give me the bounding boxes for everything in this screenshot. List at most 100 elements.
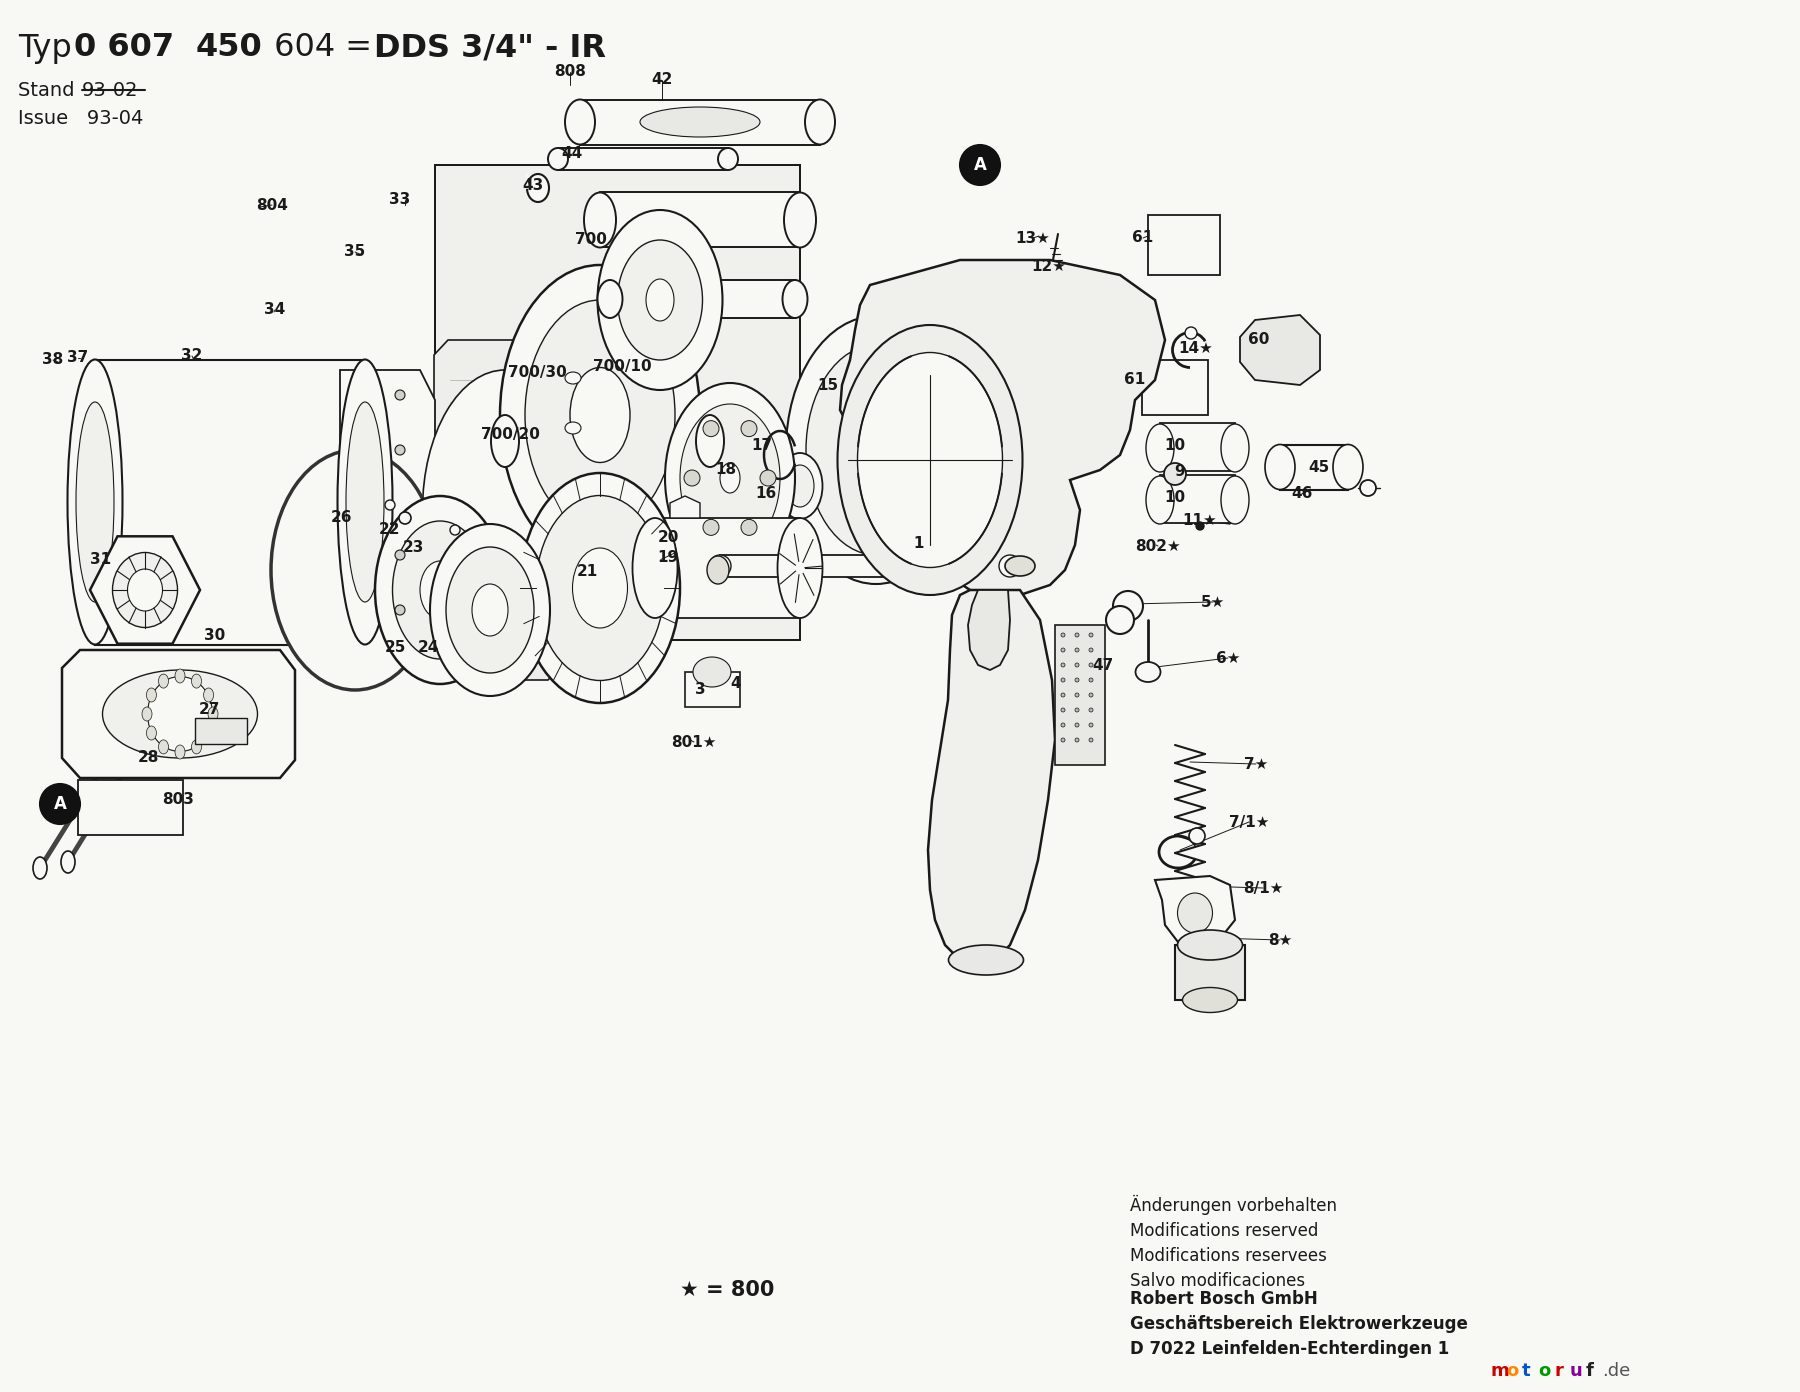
Text: 23: 23 [403,540,423,555]
Ellipse shape [175,670,185,683]
Ellipse shape [209,707,218,721]
Text: 808: 808 [554,64,587,79]
Ellipse shape [146,727,157,741]
Text: 7★: 7★ [1244,756,1269,771]
Ellipse shape [565,99,596,145]
Ellipse shape [103,670,257,759]
Bar [77,780,184,835]
Ellipse shape [598,280,623,317]
Ellipse shape [1075,678,1078,682]
Ellipse shape [1075,738,1078,742]
Bar [558,148,727,170]
Text: 9: 9 [1175,465,1186,479]
Ellipse shape [787,465,814,507]
Ellipse shape [1183,987,1238,1012]
Ellipse shape [450,525,461,535]
Text: u: u [1570,1361,1582,1379]
Ellipse shape [565,422,581,434]
Ellipse shape [693,657,731,688]
Ellipse shape [949,945,1024,974]
Ellipse shape [720,464,740,493]
Ellipse shape [394,550,405,560]
Text: 11★: 11★ [1183,512,1217,528]
Ellipse shape [1195,522,1204,530]
Text: 33: 33 [389,192,410,207]
Text: 24: 24 [418,640,439,656]
Polygon shape [1240,315,1319,386]
Text: 46: 46 [1291,486,1312,501]
Ellipse shape [697,415,724,466]
Text: 31: 31 [90,553,112,568]
Ellipse shape [1190,828,1204,844]
Ellipse shape [394,445,405,455]
Ellipse shape [394,390,405,400]
Ellipse shape [128,569,162,611]
Text: t: t [1523,1361,1530,1379]
Bar [599,192,799,246]
Bar [686,672,740,707]
Bar [1280,445,1348,490]
Text: 43: 43 [522,178,544,192]
Text: .de: .de [1602,1361,1631,1379]
Bar [563,379,583,427]
Ellipse shape [565,372,581,384]
Ellipse shape [491,415,518,466]
Text: 0 607: 0 607 [74,32,185,64]
Ellipse shape [1075,649,1078,651]
Text: o: o [1507,1361,1517,1379]
Ellipse shape [1060,663,1066,667]
Text: Robert Bosch GmbH
Geschäftsbereich Elektrowerkzeuge
D 7022 Leinfelden-Echterding: Robert Bosch GmbH Geschäftsbereich Elekt… [1130,1290,1467,1359]
Ellipse shape [718,148,738,170]
Ellipse shape [1060,633,1066,638]
Ellipse shape [1089,722,1093,727]
Text: 20: 20 [657,530,679,546]
Text: r: r [1553,1361,1562,1379]
Text: 93-02: 93-02 [83,81,139,99]
Text: 10: 10 [1165,490,1186,505]
Ellipse shape [787,316,967,585]
Bar [1141,361,1208,415]
Text: 32: 32 [182,348,203,363]
Ellipse shape [1089,649,1093,651]
Text: 37: 37 [67,351,88,366]
Bar [95,361,365,644]
Ellipse shape [851,412,902,487]
Text: 4: 4 [731,677,742,692]
Text: 17: 17 [751,438,772,454]
Ellipse shape [272,450,439,690]
Ellipse shape [112,553,178,628]
Ellipse shape [1136,663,1161,682]
Ellipse shape [999,555,1021,578]
Ellipse shape [1334,444,1363,490]
Ellipse shape [203,688,214,702]
Ellipse shape [68,359,122,644]
Ellipse shape [520,473,680,703]
Bar [194,718,247,743]
Polygon shape [929,590,1055,965]
Ellipse shape [191,674,202,688]
Ellipse shape [1220,476,1249,523]
Ellipse shape [446,547,535,672]
Ellipse shape [805,99,835,145]
Ellipse shape [1361,480,1375,496]
Ellipse shape [1105,606,1134,633]
Ellipse shape [704,519,718,536]
Ellipse shape [1060,738,1066,742]
Text: 10: 10 [1165,438,1186,454]
Text: 450: 450 [196,32,263,64]
Ellipse shape [1075,693,1078,697]
Ellipse shape [148,677,212,752]
Bar [1159,423,1235,470]
Ellipse shape [1089,663,1093,667]
Circle shape [959,145,1001,185]
Ellipse shape [572,548,628,628]
Text: A: A [974,156,986,174]
Ellipse shape [742,420,758,437]
Text: 27: 27 [198,703,220,717]
Text: 15: 15 [817,377,839,393]
Text: Stand: Stand [18,81,81,99]
Ellipse shape [175,745,185,759]
Bar [1175,945,1246,999]
Ellipse shape [598,210,722,390]
Ellipse shape [1089,709,1093,711]
